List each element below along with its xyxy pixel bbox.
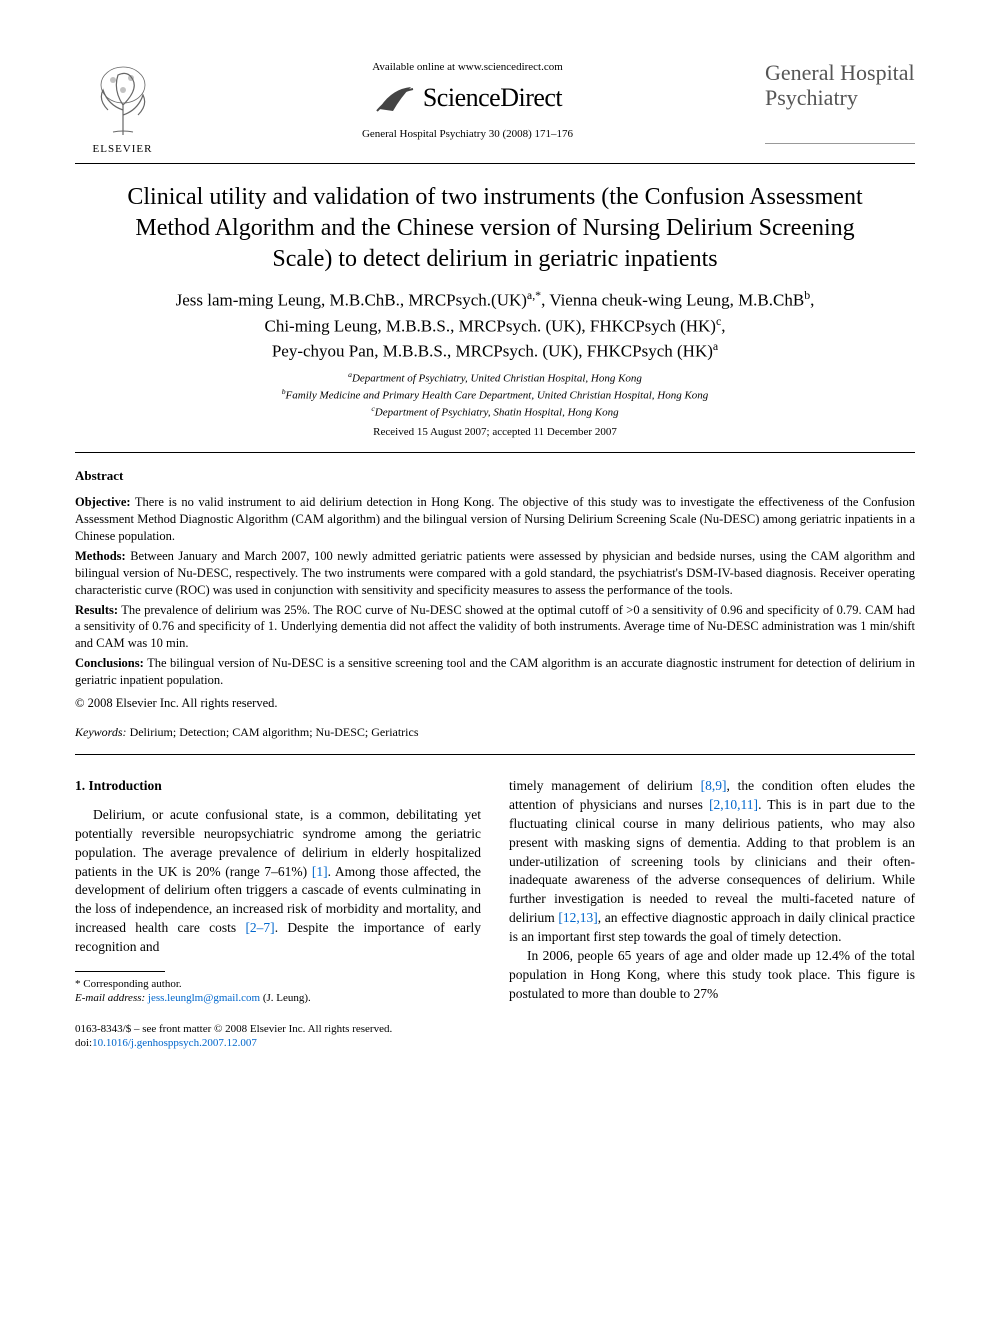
article-title: Clinical utility and validation of two i…: [105, 182, 885, 276]
author-1: Jess lam-ming Leung, M.B.ChB., MRCPsych.…: [176, 291, 527, 310]
abstract-copyright: © 2008 Elsevier Inc. All rights reserved…: [75, 695, 915, 712]
author-1-sup: a,*: [527, 288, 541, 302]
ref-link-8-9[interactable]: [8,9]: [701, 778, 727, 793]
authors-block: Jess lam-ming Leung, M.B.ChB., MRCPsych.…: [75, 287, 915, 363]
ref-link-2-10-11[interactable]: [2,10,11]: [709, 797, 758, 812]
available-online-text: Available online at www.sciencedirect.co…: [190, 60, 745, 75]
received-dates: Received 15 August 2007; accepted 11 Dec…: [75, 425, 915, 440]
footnote-separator: [75, 971, 165, 972]
corresponding-author-note: * Corresponding author.: [75, 977, 481, 991]
intro-paragraph-2: In 2006, people 65 years of age and olde…: [509, 947, 915, 1004]
abstract-conclusions: Conclusions: The bilingual version of Nu…: [75, 655, 915, 689]
title-rule: [75, 452, 915, 453]
ref-link-2-7[interactable]: [2–7]: [245, 920, 274, 935]
column-left: 1. Introduction Delirium, or acute confu…: [75, 777, 481, 1050]
citation-line: General Hospital Psychiatry 30 (2008) 17…: [190, 127, 745, 142]
affiliation-c: Department of Psychiatry, Shatin Hospita…: [375, 407, 619, 419]
platform-name: ScienceDirect: [423, 80, 562, 115]
abstract-rule: [75, 754, 915, 755]
affiliations-block: aDepartment of Psychiatry, United Christ…: [75, 370, 915, 421]
journal-title: General Hospital Psychiatry: [765, 60, 915, 144]
page-header: ELSEVIER Available online at www.science…: [75, 60, 915, 157]
platform-brand: ScienceDirect: [190, 79, 745, 117]
publisher-logo: ELSEVIER: [75, 60, 170, 157]
section-1-heading: 1. Introduction: [75, 777, 481, 796]
sciencedirect-icon: [373, 79, 417, 117]
author-4-sup: a: [713, 339, 718, 353]
elsevier-tree-icon: [83, 60, 163, 140]
header-center: Available online at www.sciencedirect.co…: [170, 60, 765, 142]
author-3: Chi-ming Leung, M.B.B.S., MRCPsych. (UK)…: [264, 317, 715, 336]
doi-line: doi:10.1016/j.genhosppsych.2007.12.007: [75, 1036, 481, 1050]
abstract-methods: Methods: Between January and March 2007,…: [75, 548, 915, 599]
ref-link-1[interactable]: [1]: [312, 864, 328, 879]
ref-link-12-13[interactable]: [12,13]: [558, 910, 597, 925]
journal-title-box: General Hospital Psychiatry: [765, 60, 915, 144]
intro-paragraph-1-cont: timely management of delirium [8,9], the…: [509, 777, 915, 947]
email-link[interactable]: jess.leunglm@gmail.com: [148, 992, 260, 1004]
affiliation-b: Family Medicine and Primary Health Care …: [286, 389, 709, 401]
abstract-heading: Abstract: [75, 467, 915, 485]
doi-link[interactable]: 10.1016/j.genhosppsych.2007.12.007: [92, 1037, 257, 1049]
email-line: E-mail address: jess.leunglm@gmail.com (…: [75, 991, 481, 1005]
footer-issn-doi: 0163-8343/$ – see front matter © 2008 El…: [75, 1022, 481, 1051]
header-rule: [75, 163, 915, 164]
publisher-name: ELSEVIER: [93, 142, 153, 157]
author-4: Pey-chyou Pan, M.B.B.S., MRCPsych. (UK),…: [272, 342, 713, 361]
affiliation-a: Department of Psychiatry, United Christi…: [352, 372, 642, 384]
issn-line: 0163-8343/$ – see front matter © 2008 El…: [75, 1022, 481, 1036]
abstract-results: Results: The prevalence of delirium was …: [75, 602, 915, 653]
abstract-block: Abstract Objective: There is no valid in…: [75, 467, 915, 740]
column-right: timely management of delirium [8,9], the…: [509, 777, 915, 1050]
abstract-objective: Objective: There is no valid instrument …: [75, 494, 915, 545]
keywords-line: Keywords: Delirium; Detection; CAM algor…: [75, 724, 915, 740]
body-columns: 1. Introduction Delirium, or acute confu…: [75, 777, 915, 1050]
author-2: , Vienna cheuk-wing Leung, M.B.ChB: [541, 291, 804, 310]
intro-paragraph-1: Delirium, or acute confusional state, is…: [75, 806, 481, 957]
